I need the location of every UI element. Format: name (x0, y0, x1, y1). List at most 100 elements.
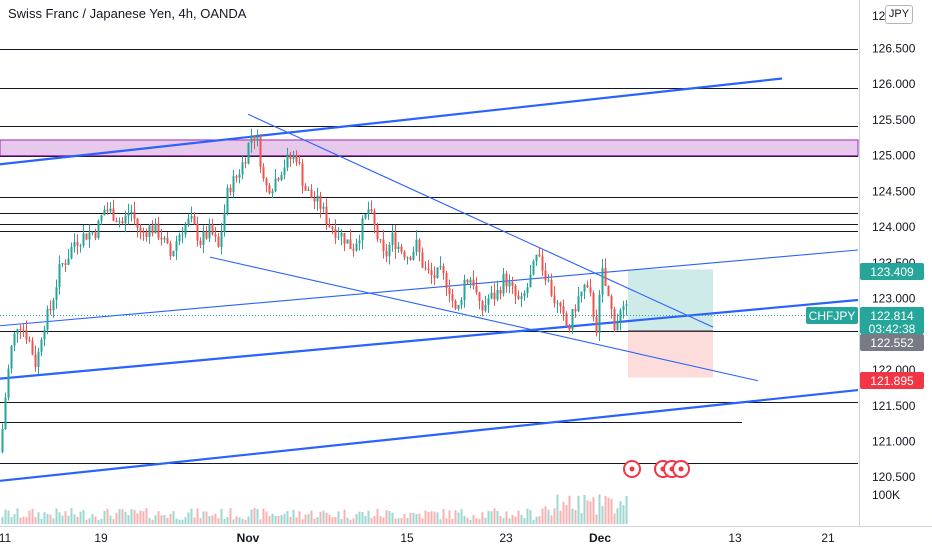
volume-bar (586, 500, 589, 524)
symbol-tag (806, 307, 858, 324)
volume-bar (160, 515, 163, 524)
trendline (247, 113, 714, 328)
candle-body (259, 137, 262, 167)
candle-body (175, 241, 178, 251)
volume-bar (121, 509, 124, 524)
candle-body (271, 191, 274, 194)
candle-body (238, 174, 241, 178)
candle-body (559, 302, 562, 307)
candle-body (331, 226, 334, 230)
candle-body (250, 135, 253, 144)
candle-body (22, 329, 25, 331)
candle-body (118, 221, 121, 223)
candle-body (43, 329, 46, 340)
volume-bar (403, 514, 406, 524)
candle-body (343, 233, 346, 244)
candle-body (157, 223, 160, 238)
candle-body (163, 237, 166, 240)
volume-bar (265, 511, 268, 524)
candle-body (289, 154, 292, 159)
candle-body (520, 296, 523, 299)
volume-bar (244, 519, 247, 524)
candle-body (160, 237, 163, 240)
volume-bar (451, 518, 454, 524)
candle-body (205, 231, 208, 239)
volume-bar (31, 508, 34, 524)
volume-bar (73, 514, 76, 524)
volume-bar (139, 510, 142, 524)
volume-bar (325, 512, 328, 524)
price-tick-label: 125.000 (872, 149, 916, 163)
candle-body (352, 249, 355, 251)
volume-bar (133, 510, 136, 524)
volume-bar (130, 509, 133, 524)
volume-bar (433, 511, 436, 524)
candle-body (334, 229, 337, 238)
volume-bar (619, 501, 622, 524)
volume-bar (70, 508, 73, 524)
candle-body (217, 236, 220, 247)
volume-bar (187, 512, 190, 524)
time-axis[interactable]: 11 19 Nov 15 23 Dec 13 21 (0, 531, 835, 545)
candle-body (586, 284, 589, 288)
candle-body (346, 239, 349, 244)
volume-bar (184, 517, 187, 524)
candle-body (187, 218, 190, 225)
currency-badge[interactable]: JPY (885, 5, 913, 24)
volume-bar (340, 518, 343, 524)
candle-body (463, 279, 466, 301)
volume-bar (58, 512, 61, 524)
candle-body (517, 295, 520, 299)
candle-body (598, 294, 601, 333)
candle-body (469, 279, 472, 283)
candle-body (592, 292, 595, 318)
volume-bar (91, 514, 94, 524)
candle-body (235, 176, 238, 178)
candle-body (145, 232, 148, 238)
volume-bar (322, 510, 325, 524)
candle-body (421, 252, 424, 268)
volume-bar (34, 517, 37, 524)
candle-body (73, 242, 76, 247)
candle-body (337, 236, 340, 238)
entry-price-tag (860, 334, 924, 351)
volume-bar (211, 515, 214, 524)
volume-bar (28, 510, 31, 524)
candle-body (379, 239, 382, 241)
candle-body (199, 240, 202, 245)
volume-bar (418, 513, 421, 524)
candle-body (280, 174, 283, 181)
volume-bar (589, 501, 592, 524)
candle-body (355, 243, 358, 251)
candle-body (601, 268, 604, 295)
volume-bar (82, 510, 85, 524)
candle-body (325, 206, 328, 225)
candle-body (103, 209, 106, 216)
volume-bar (190, 508, 193, 524)
candle-body (64, 263, 67, 265)
volume-bar (358, 511, 361, 524)
volume-bar (346, 517, 349, 524)
volume-bar (100, 518, 103, 524)
volume-bar (454, 510, 457, 524)
candle-body (505, 273, 508, 287)
candle-body (430, 270, 433, 276)
volume-bar (568, 495, 571, 524)
price-axis[interactable]: 126.500 126.000 125.500 125.000 124.500 124.0… (872, 9, 916, 502)
candle-body (292, 155, 295, 159)
volume-bar (499, 515, 502, 524)
volume-bar (388, 510, 391, 524)
volume-bar (175, 518, 178, 524)
candle-body (115, 220, 118, 223)
volume-bar (313, 518, 316, 524)
candle-body (610, 296, 613, 309)
candle-body (25, 330, 28, 340)
candle-body (613, 308, 616, 331)
candle-body (307, 189, 310, 191)
current-price-tag-text: 122.814 (870, 309, 914, 323)
candle-body (535, 254, 538, 262)
volume-bar (328, 514, 331, 524)
volume-bar (583, 495, 586, 524)
